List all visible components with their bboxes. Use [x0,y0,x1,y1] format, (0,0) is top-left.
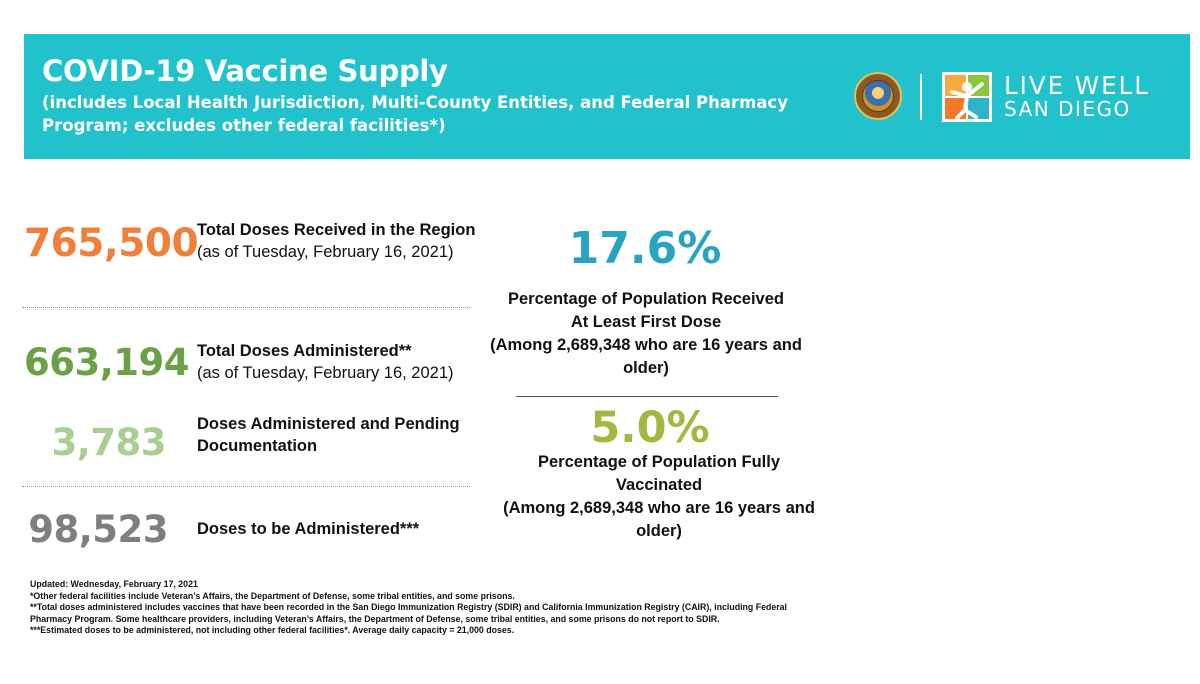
stat-label: Doses to be Administered*** [197,520,420,538]
stat-label: Total Doses Administered** [197,342,412,360]
footnotes: Updated: Wednesday, February 17, 2021 *O… [30,579,830,637]
divider [516,396,778,397]
county-seal-logo [854,72,902,120]
doses-pending-value: 3,783 [51,421,166,464]
stat-sublabel: (as of Tuesday, February 16, 2021) [197,243,454,261]
page-title: COVID-19 Vaccine Supply [42,54,448,88]
updated-date: Updated: Wednesday, February 17, 2021 [30,579,198,589]
footnote-2: **Total doses administered includes vacc… [30,602,788,624]
logo-text-san-diego: SAN DIEGO [1004,97,1131,121]
desc-line: older) [636,522,682,540]
desc-line: older) [623,359,669,377]
doses-pending-label: Doses Administered and Pending Documenta… [197,413,460,457]
logo-text-live-well: LIVE WELL [1004,71,1150,100]
doses-administered-value: 663,194 [24,341,190,384]
doses-to-administer-value: 98,523 [28,508,168,551]
footnote-3: ***Estimated doses to be administered, n… [30,625,515,636]
header-banner: COVID-19 Vaccine Supply (includes Local … [24,34,1190,159]
stat-sublabel: (as of Tuesday, February 16, 2021) [197,364,454,382]
stat-label-line1: Doses Administered and Pending [197,415,460,433]
desc-line: Percentage of Population Received [508,290,784,308]
first-dose-percentage: 17.6% [568,223,722,274]
divider [22,307,470,308]
fully-vaccinated-percentage: 5.0% [590,403,710,453]
stat-label: Total Doses Received in the Region [197,221,476,239]
doses-to-administer-label: Doses to be Administered*** [197,518,419,540]
doses-received-value: 765,500 [24,221,199,266]
logo-divider [920,74,922,120]
desc-line: At Least First Dose [570,313,722,331]
stat-label-line2: Documentation [197,437,318,455]
desc-line: (Among 2,689,348 who are 16 years and [503,499,815,517]
fully-vaccinated-description: Percentage of Population Fully Vaccinate… [494,451,824,543]
divider [22,486,470,487]
desc-line: Percentage of Population Fully [537,453,781,471]
desc-line: (Among 2,689,348 who are 16 years and [490,336,802,354]
page-subtitle: (includes Local Health Jurisdiction, Mul… [42,93,788,135]
footnote-1: *Other federal facilities include Vetera… [30,590,515,601]
first-dose-description: Percentage of Population Received At Lea… [476,288,816,380]
doses-administered-label: Total Doses Administered** (as of Tuesda… [197,340,454,384]
doses-received-label: Total Doses Received in the Region (as o… [197,219,475,263]
live-well-logo-icon [942,72,992,122]
desc-line: Vaccinated [615,476,703,494]
